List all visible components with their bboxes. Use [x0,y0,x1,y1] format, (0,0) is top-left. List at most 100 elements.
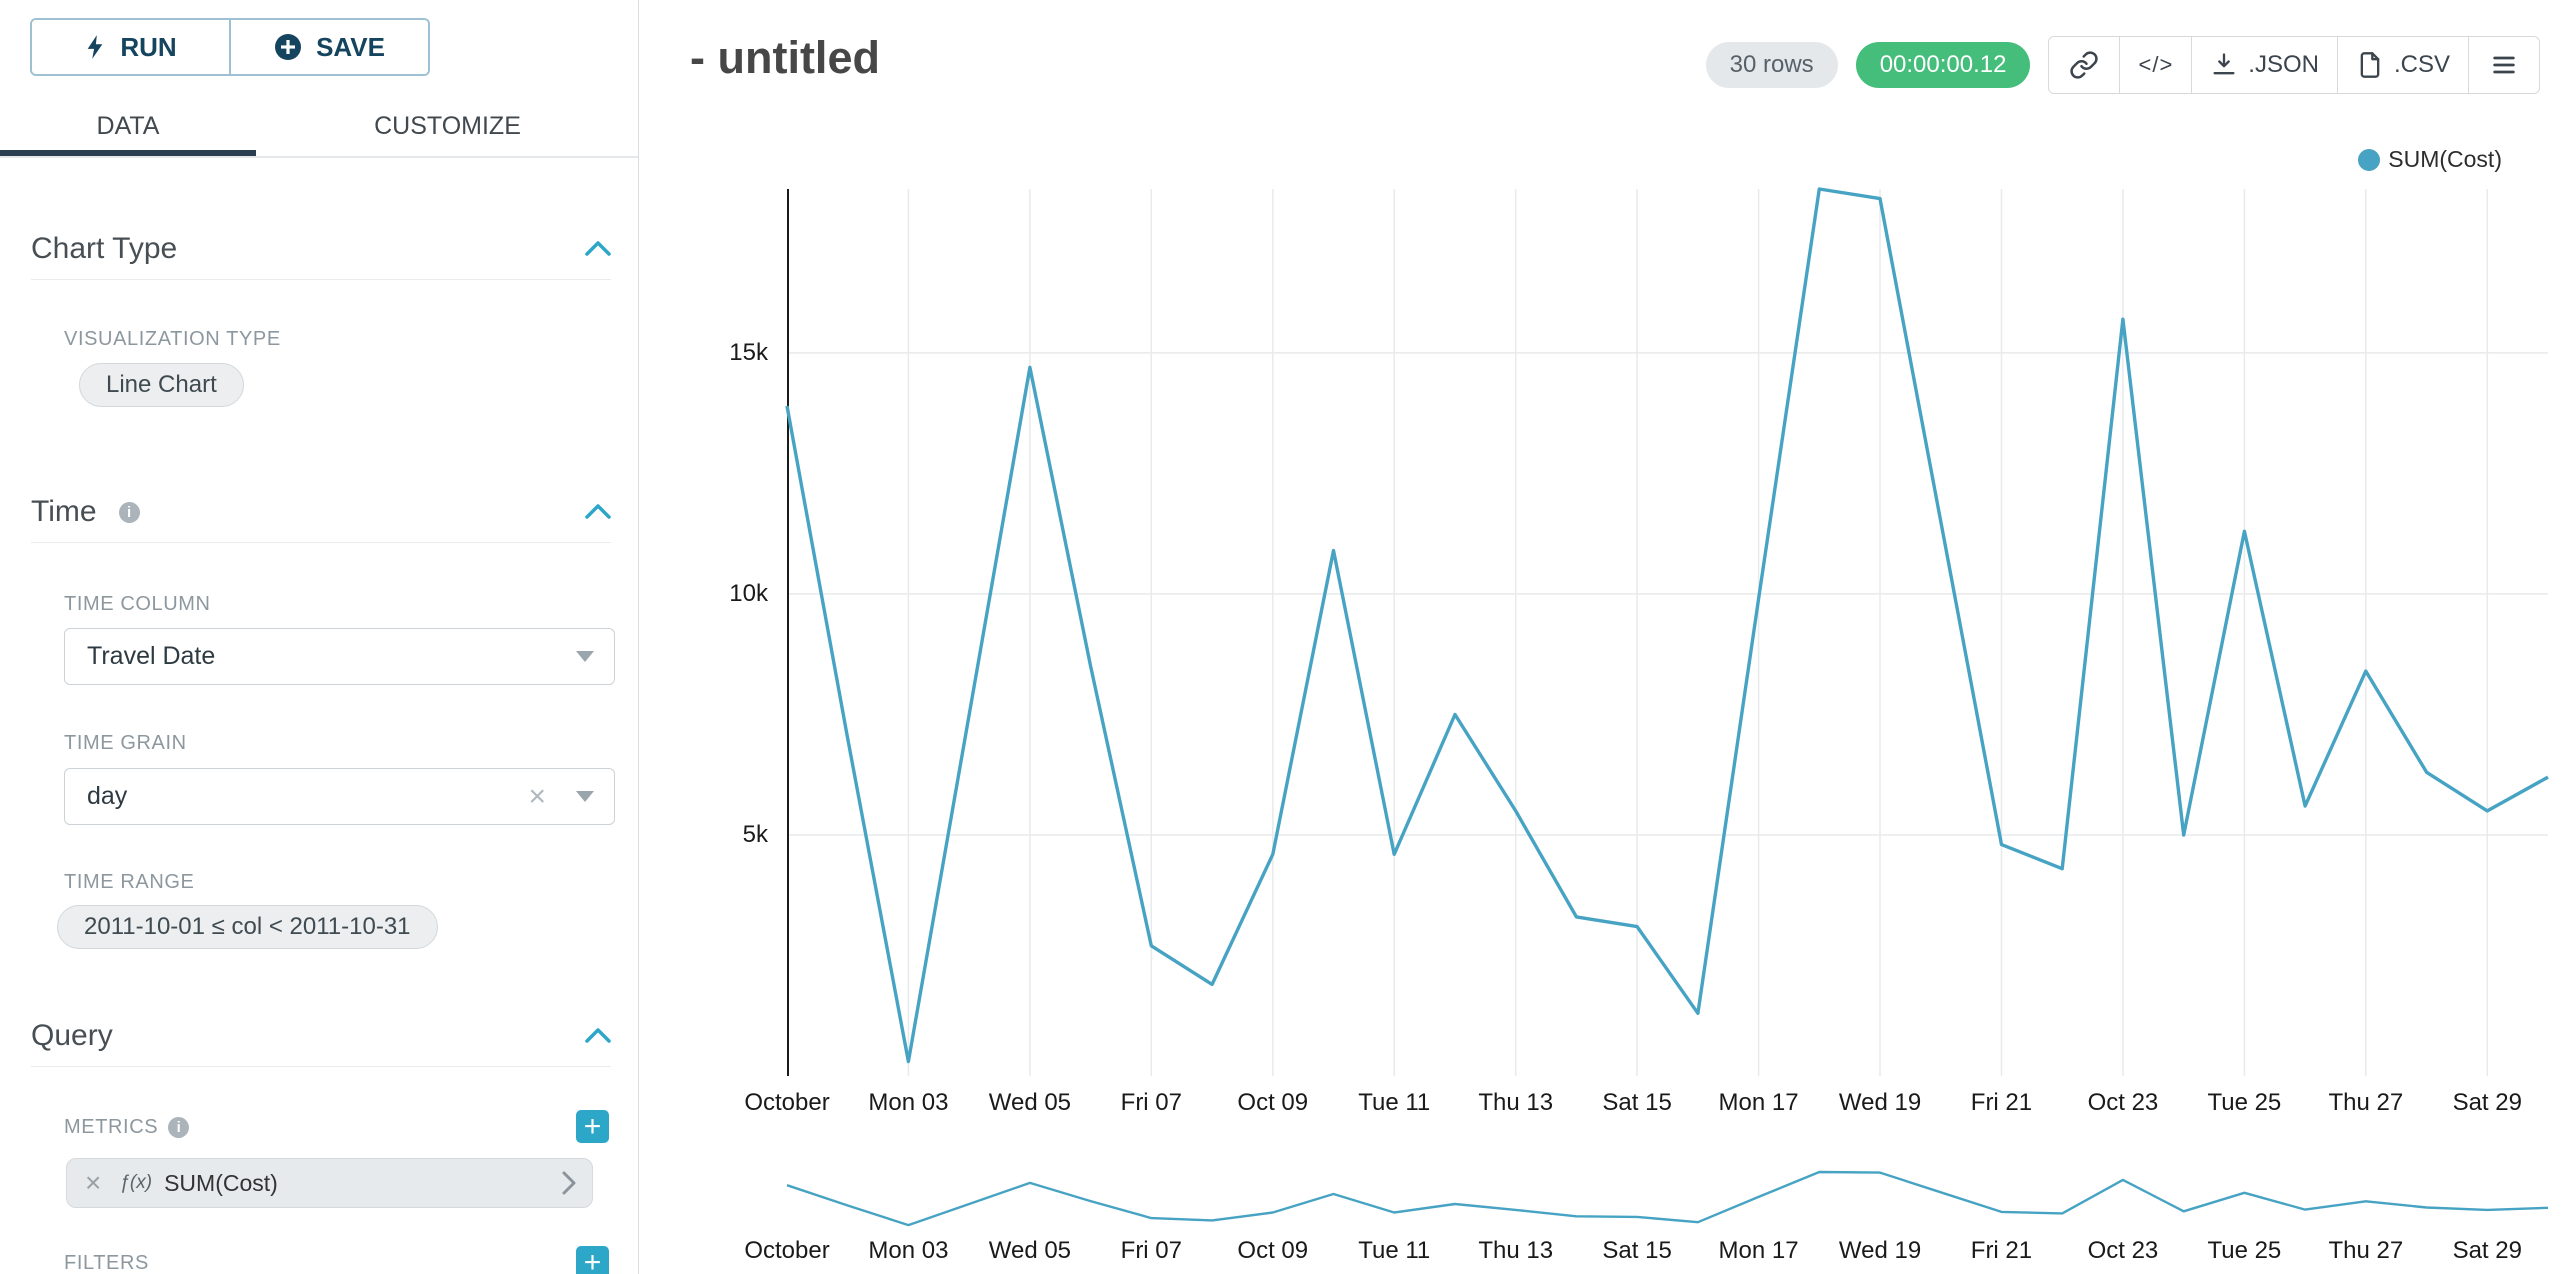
x-axis-tick-label: Fri 07 [1120,1089,1183,1116]
tab-data[interactable]: DATA [0,96,256,156]
chevron-right-icon[interactable] [546,1171,592,1195]
run-button[interactable]: RUN [32,20,229,74]
time-grain-select[interactable]: day × [64,768,615,825]
metrics-label-row: METRICS i [64,1110,190,1144]
chevron-up-icon[interactable] [585,1027,611,1043]
clear-icon[interactable]: × [528,779,546,813]
export-json-button[interactable]: .JSON [2191,36,2338,94]
section-time-title-text: Time [31,495,97,528]
filters-label-row: FILTERS [64,1246,149,1274]
chevron-up-icon[interactable] [585,240,611,256]
time-grain-label: TIME GRAIN [64,732,187,754]
section-query-header[interactable]: Query [31,1019,611,1067]
view-query-button[interactable]: </> [2119,36,2193,94]
filters-label: FILTERS [64,1251,149,1274]
section-chart-type-header[interactable]: Chart Type [31,232,611,280]
x-axis-tick-label: Sat 15 [1602,1237,1672,1264]
x-axis-tick-label: October [744,1237,830,1264]
x-axis-tick-label: Wed 05 [988,1237,1072,1264]
chevron-up-icon[interactable] [585,503,611,519]
y-axis-tick-label: 10k [729,579,768,607]
share-link-button[interactable] [2048,36,2121,94]
add-metric-button[interactable]: + [576,1110,609,1143]
range-selector-mini-chart[interactable] [786,1168,2549,1230]
caret-down-icon [576,791,594,802]
add-filter-button[interactable]: + [576,1246,609,1274]
x-axis-tick-label: Thu 27 [2328,1089,2404,1116]
time-range-pill[interactable]: 2011-10-01 ≤ col < 2011-10-31 [57,905,438,949]
x-axis-tick-label: Sat 29 [2452,1237,2522,1264]
visualization-type-pill[interactable]: Line Chart [79,363,244,407]
lightning-icon [87,35,103,59]
caret-down-icon [576,651,594,662]
x-axis-tick-label: Tue 25 [2207,1237,2282,1264]
x-axis-tick-label: Mon 17 [1718,1237,1799,1264]
time-column-select[interactable]: Travel Date [64,628,615,685]
x-axis-tick-label: Oct 09 [1237,1089,1309,1116]
export-csv-button[interactable]: .CSV [2336,36,2469,94]
explore-control-panel: RUN SAVE DATA CUSTOMIZE Chart Type VISUA… [0,0,639,1274]
x-axis-tick-label: Oct 09 [1237,1237,1309,1264]
visualization-type-label: VISUALIZATION TYPE [64,328,281,350]
x-axis-tick-label: Oct 23 [2087,1237,2159,1264]
code-icon: </> [2138,52,2174,77]
section-time-header[interactable]: Time i [31,495,611,543]
tab-customize[interactable]: CUSTOMIZE [374,111,521,140]
export-button-group: </> .JSON .CSV [2048,36,2540,94]
x-axis-tick-label: Fri 21 [1970,1237,2033,1264]
row-count-badge: 30 rows [1705,42,1838,88]
function-icon: ƒ(x) [119,1172,153,1193]
x-axis-tick-label: Oct 23 [2087,1089,2159,1116]
y-axis-tick-label: 15k [729,338,768,366]
time-range-label: TIME RANGE [64,871,195,893]
hamburger-menu-icon [2493,56,2515,74]
x-axis-tick-label: Tue 11 [1358,1237,1431,1264]
section-query-title: Query [31,1019,113,1052]
y-axis-tick-label: 5k [742,820,768,848]
x-axis-tick-label: Mon 03 [868,1237,949,1264]
time-grain-value: day [87,782,128,810]
metric-name: SUM(Cost) [164,1169,278,1196]
x-axis-tick-label: Wed 19 [1838,1237,1922,1264]
download-icon [2213,53,2235,75]
chart-title: - untitled [690,32,880,83]
section-time-title: Time i [31,495,140,529]
save-button-label: SAVE [316,31,385,62]
legend-series-label: SUM(Cost) [2388,146,2502,172]
remove-metric-icon[interactable]: × [85,1167,102,1198]
run-button-label: RUN [120,31,177,62]
save-button[interactable]: SAVE [229,20,428,74]
metrics-label: METRICS [64,1115,159,1138]
x-axis-tick-label: Wed 19 [1838,1089,1922,1116]
plus-circle-icon [275,34,302,60]
x-axis-tick-label: Wed 05 [988,1089,1072,1116]
chart-legend[interactable]: SUM(Cost) [2358,146,2502,173]
info-icon: i [168,1116,190,1138]
export-json-label: .JSON [2248,51,2319,78]
chart-header-actions: 30 rows 00:00:00.12 </> .JSON .CSV [1705,36,2540,94]
x-axis-tick-label: Tue 25 [2207,1089,2282,1116]
x-axis-tick-label: Mon 03 [868,1089,949,1116]
x-axis-tick-label: October [744,1089,830,1116]
link-icon [2070,51,2099,79]
x-axis-tick-label: Tue 11 [1358,1089,1431,1116]
file-icon [2360,52,2380,78]
x-axis-tick-label: Thu 13 [1478,1237,1554,1264]
x-axis-tick-label: Fri 21 [1970,1089,2033,1116]
x-axis-tick-label: Thu 27 [2328,1237,2404,1264]
export-csv-label: .CSV [2393,51,2450,78]
run-save-button-group: RUN SAVE [30,18,430,76]
chart-menu-button[interactable] [2468,36,2540,94]
info-icon: i [118,501,140,523]
section-chart-type-title: Chart Type [31,232,178,265]
time-column-label: TIME COLUMN [64,593,211,615]
legend-series-dot [2358,148,2381,171]
x-axis-tick-label: Sat 15 [1602,1089,1672,1116]
line-chart [785,187,2549,1076]
x-axis-tick-label: Mon 17 [1718,1089,1799,1116]
time-column-value: Travel Date [87,642,216,670]
x-axis-tick-label: Sat 29 [2452,1089,2522,1116]
metric-pill[interactable]: × ƒ(x) SUM(Cost) [66,1158,593,1208]
x-axis-tick-label: Fri 07 [1120,1237,1183,1264]
panel-tabs: DATA CUSTOMIZE [0,96,638,158]
